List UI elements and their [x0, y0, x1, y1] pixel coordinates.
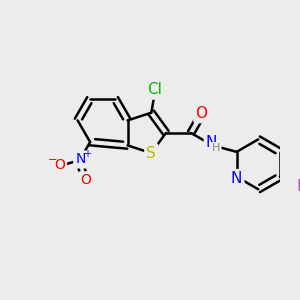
- Text: S: S: [146, 146, 156, 160]
- Text: N: N: [206, 135, 217, 150]
- Text: N: N: [75, 152, 85, 167]
- Text: N: N: [231, 171, 242, 186]
- Text: O: O: [54, 158, 65, 172]
- Text: I: I: [297, 179, 300, 194]
- Text: Cl: Cl: [148, 82, 162, 98]
- Text: O: O: [80, 173, 91, 187]
- Text: −: −: [47, 155, 57, 165]
- Text: O: O: [196, 106, 208, 121]
- Text: +: +: [83, 149, 91, 159]
- Text: H: H: [212, 143, 220, 153]
